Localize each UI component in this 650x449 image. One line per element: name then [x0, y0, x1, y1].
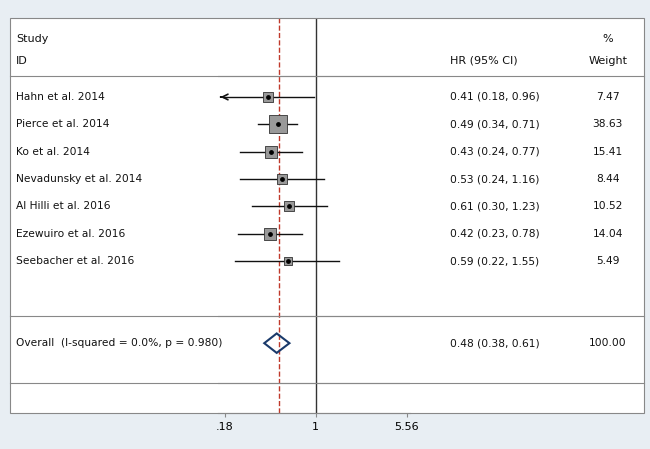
Text: 15.41: 15.41: [593, 147, 623, 157]
Point: [266, 148, 276, 155]
Text: 0.61 (0.30, 1.23): 0.61 (0.30, 1.23): [450, 202, 540, 211]
Text: %: %: [603, 34, 613, 44]
Point: [277, 176, 287, 183]
Text: Weight: Weight: [588, 56, 627, 66]
Text: 0.59 (0.22, 1.55): 0.59 (0.22, 1.55): [450, 256, 539, 266]
Point: [284, 203, 294, 210]
Text: Ezewuiro et al. 2016: Ezewuiro et al. 2016: [16, 229, 125, 239]
Text: Seebacher et al. 2016: Seebacher et al. 2016: [16, 256, 135, 266]
Point: [277, 176, 287, 183]
Point: [283, 258, 293, 265]
Text: 0.43 (0.24, 0.77): 0.43 (0.24, 0.77): [450, 147, 540, 157]
Text: 8.44: 8.44: [596, 174, 619, 184]
Text: Study: Study: [16, 34, 49, 44]
Text: 0.48 (0.38, 0.61): 0.48 (0.38, 0.61): [450, 338, 540, 348]
Point: [265, 230, 275, 238]
Point: [263, 93, 274, 101]
Text: 5.49: 5.49: [596, 256, 619, 266]
Text: 0.41 (0.18, 0.96): 0.41 (0.18, 0.96): [450, 92, 540, 102]
Text: 0.49 (0.34, 0.71): 0.49 (0.34, 0.71): [450, 119, 540, 129]
Point: [272, 121, 283, 128]
Point: [284, 203, 294, 210]
Text: Hahn et al. 2014: Hahn et al. 2014: [16, 92, 105, 102]
Text: HR (95% CI): HR (95% CI): [450, 56, 517, 66]
Text: ID: ID: [16, 56, 28, 66]
Text: Overall  (I-squared = 0.0%, p = 0.980): Overall (I-squared = 0.0%, p = 0.980): [16, 338, 222, 348]
Point: [272, 121, 283, 128]
Text: 100.00: 100.00: [589, 338, 627, 348]
Text: 0.53 (0.24, 1.16): 0.53 (0.24, 1.16): [450, 174, 539, 184]
Text: Al Hilli et al. 2016: Al Hilli et al. 2016: [16, 202, 111, 211]
Text: Nevadunsky et al. 2014: Nevadunsky et al. 2014: [16, 174, 142, 184]
Text: 0.42 (0.23, 0.78): 0.42 (0.23, 0.78): [450, 229, 540, 239]
Point: [265, 230, 275, 238]
Text: 10.52: 10.52: [593, 202, 623, 211]
Text: 38.63: 38.63: [593, 119, 623, 129]
Text: 14.04: 14.04: [593, 229, 623, 239]
Text: Pierce et al. 2014: Pierce et al. 2014: [16, 119, 110, 129]
Text: Ko et al. 2014: Ko et al. 2014: [16, 147, 90, 157]
Point: [283, 258, 293, 265]
Text: 7.47: 7.47: [596, 92, 619, 102]
Point: [263, 93, 274, 101]
Point: [266, 148, 276, 155]
